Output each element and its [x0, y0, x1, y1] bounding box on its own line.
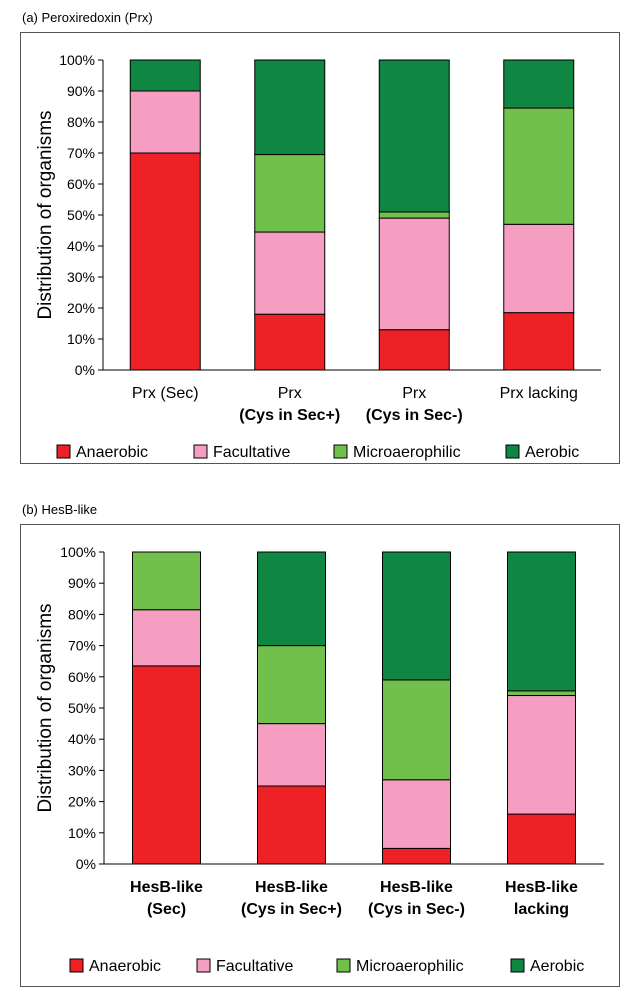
chart1-legend-label-aerobic: Aerobic: [525, 444, 579, 461]
chart2-bar-anaerobic-1: [132, 665, 201, 865]
chart1-y-axis-label: Distribution of organisms: [35, 110, 56, 319]
chart2-category-label-2: (Cys in Sec+): [241, 901, 342, 918]
chart2-y-tick-label: 100%: [60, 544, 96, 560]
chart2-legend-swatch-aerobic: [510, 958, 525, 973]
chart2-y-tick-label: 20%: [68, 794, 96, 810]
chart2-bar-microaerophilic-3: [382, 679, 451, 781]
chart1-category-label-3: Prx: [402, 385, 426, 402]
chart1-legend-swatch-aerobic: [505, 444, 520, 459]
chart2-category-label-3: (Cys in Sec-): [368, 901, 465, 918]
chart1-bar-anaerobic-4: [503, 312, 575, 371]
chart2-y-tick-label: 30%: [68, 762, 96, 778]
chart2-bar-anaerobic-2: [257, 785, 326, 865]
chart1-y-tick-label: 100%: [59, 52, 95, 68]
chart2-legend-swatch-anaerobic: [69, 958, 84, 973]
chart1-bar-aerobic-4: [503, 59, 575, 109]
chart1-bar-anaerobic-1: [129, 152, 201, 371]
chart-b-svg: 0% 10% 20% 30% 40% 50% 60% 70% 80% 90% 100% Distrib…: [35, 544, 604, 975]
chart2-category-label-1: HesB-like: [130, 879, 203, 896]
chart1-y-tick-label: 80%: [67, 114, 95, 130]
chart1-category-label-2: Prx: [278, 385, 302, 402]
chart2-category-label-2: HesB-like: [255, 879, 328, 896]
chart2-bar-facultative-2: [257, 723, 326, 787]
chart2-category-label-1: (Sec): [147, 901, 186, 918]
chart2-y-tick-label: 0%: [76, 856, 96, 872]
chart2-bar-facultative-4: [507, 695, 576, 815]
chart1-bar-aerobic-1: [129, 59, 201, 92]
chart2-legend-swatch-microaerophilic: [336, 958, 351, 973]
chart2-bar-microaerophilic-1: [132, 551, 201, 611]
chart1-legend-label-facultative: Facultative: [213, 444, 290, 461]
chart1-y-tick-label: 30%: [67, 269, 95, 285]
chart1-bar-aerobic-3: [378, 59, 450, 213]
chart1-y-tick-label: 60%: [67, 176, 95, 192]
chart2-bar-anaerobic-3: [382, 847, 451, 865]
chart2-y-tick-label: 10%: [68, 825, 96, 841]
chart-panel-a: 0% 10% 20% 30% 40% 50% 60% 70% 80% 90% 100% Distrib…: [20, 32, 620, 464]
panel-b-title: (b) HesB-like: [22, 502, 98, 517]
chart1-bar-anaerobic-2: [254, 313, 326, 371]
chart2-bar-aerobic-4: [507, 551, 576, 692]
chart2-y-tick-label: 80%: [68, 606, 96, 622]
chart1-y-tick-label: 70%: [67, 145, 95, 161]
chart2-y-tick-label: 40%: [68, 731, 96, 747]
chart1-y-tick-label: 50%: [67, 207, 95, 223]
chart2-y-tick-label: 60%: [68, 669, 96, 685]
chart2-legend-label-facultative: Facultative: [216, 958, 293, 975]
chart1-category-label-4: Prx lacking: [500, 385, 578, 402]
chart1-legend-label-microaerophilic: Microaerophilic: [353, 444, 461, 461]
chart1-category-label-2: (Cys in Sec+): [239, 407, 340, 424]
chart1-category-label-3: (Cys in Sec-): [366, 407, 463, 424]
chart1-bar-anaerobic-3: [378, 329, 450, 371]
chart2-bar-aerobic-2: [257, 551, 326, 647]
chart2-bar-facultative-3: [382, 779, 451, 849]
chart2-legend-label-aerobic: Aerobic: [530, 958, 584, 975]
chart2-y-axis-label: Distribution of organisms: [35, 603, 56, 812]
chart1-bar-microaerophilic-4: [503, 107, 575, 225]
chart1-bar-microaerophilic-2: [254, 154, 326, 233]
chart1-bar-microaerophilic-3: [378, 211, 450, 219]
chart1-bar-facultative-3: [378, 217, 450, 331]
chart2-y-tick-label: 70%: [68, 638, 96, 654]
chart1-y-tick-label: 40%: [67, 238, 95, 254]
chart2-bar-aerobic-3: [382, 551, 451, 681]
panel-a-title: (a) Peroxiredoxin (Prx): [22, 10, 153, 25]
chart1-bar-facultative-2: [254, 231, 326, 315]
chart1-category-label-1: Prx (Sec): [132, 385, 199, 402]
chart2-category-label-4: lacking: [514, 901, 569, 918]
chart1-legend-label-anaerobic: Anaerobic: [76, 444, 148, 461]
chart1-bar-facultative-1: [129, 90, 201, 154]
chart1-bar-aerobic-2: [254, 59, 326, 156]
chart2-legend-swatch-facultative: [196, 958, 211, 973]
chart1-y-tick-label: 90%: [67, 83, 95, 99]
chart1-legend-swatch-facultative: [193, 444, 208, 459]
chart1-bar-facultative-4: [503, 223, 575, 314]
chart2-y-tick-label: 90%: [68, 575, 96, 591]
chart1-legend-swatch-anaerobic: [56, 444, 71, 459]
chart1-y-tick-label: 20%: [67, 300, 95, 316]
chart2-category-label-3: HesB-like: [380, 879, 453, 896]
chart2-y-tick-label: 50%: [68, 700, 96, 716]
chart2-category-label-4: HesB-like: [505, 879, 578, 896]
chart2-legend-label-anaerobic: Anaerobic: [89, 958, 161, 975]
chart2-bar-microaerophilic-2: [257, 645, 326, 725]
chart2-bar-anaerobic-4: [507, 813, 576, 865]
chart-panel-b: 0% 10% 20% 30% 40% 50% 60% 70% 80% 90% 100% Distrib…: [20, 524, 620, 987]
chart2-bar-facultative-1: [132, 609, 201, 667]
chart1-y-tick-label: 0%: [75, 362, 95, 378]
chart1-y-tick-label: 10%: [67, 331, 95, 347]
chart2-legend-label-microaerophilic: Microaerophilic: [356, 958, 464, 975]
chart-a-svg: 0% 10% 20% 30% 40% 50% 60% 70% 80% 90% 100% Distrib…: [35, 52, 601, 461]
chart2-bar-microaerophilic-4: [507, 690, 576, 697]
chart1-legend-swatch-microaerophilic: [333, 444, 348, 459]
